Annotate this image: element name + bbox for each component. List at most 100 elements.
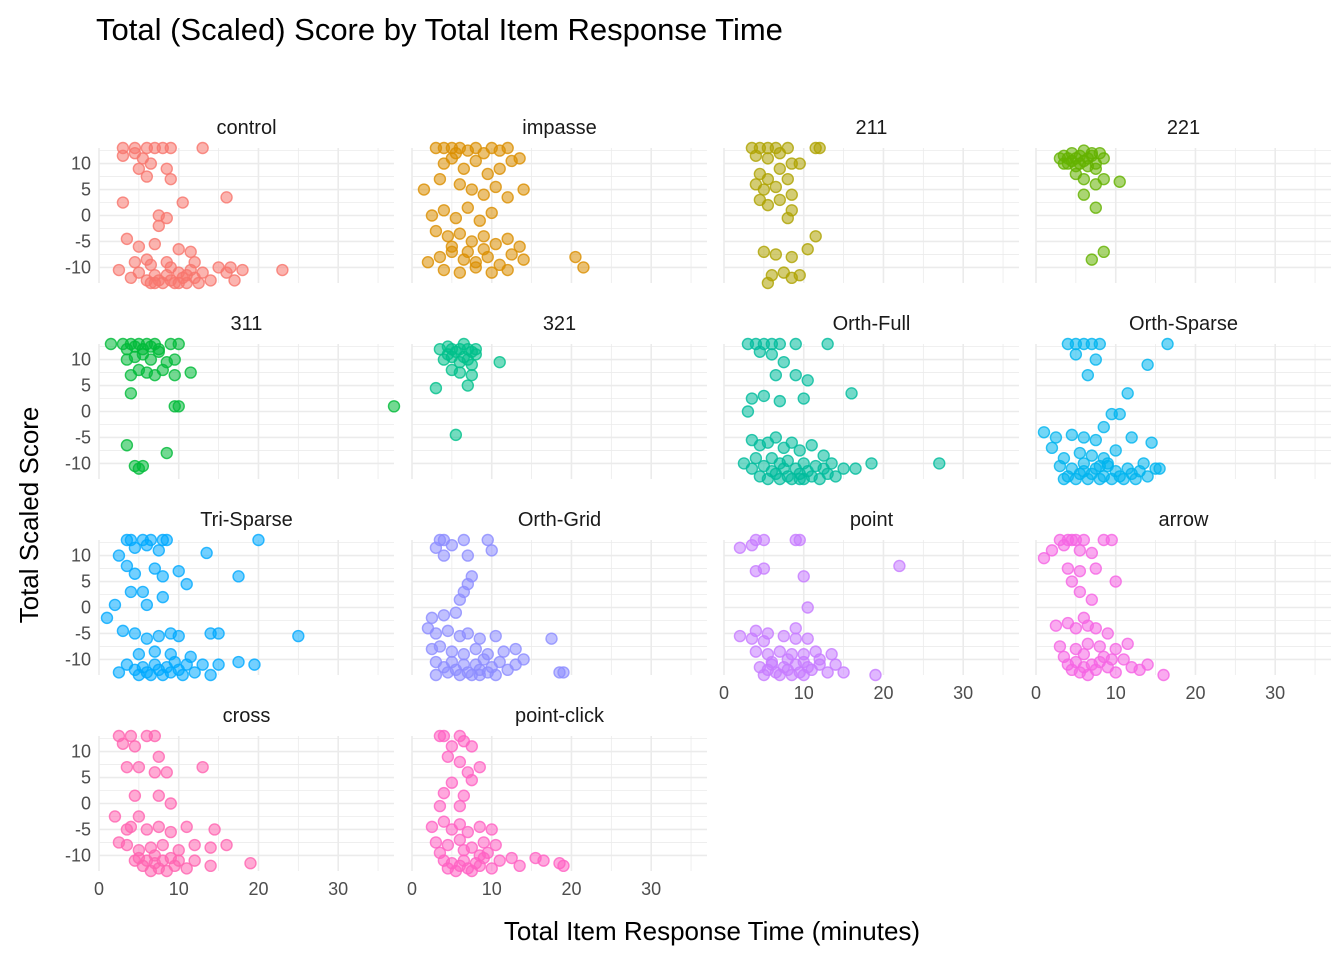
scatter-point — [276, 263, 289, 277]
facet-panel: 311 10 5 0 -5 -10 — [65, 313, 401, 479]
facet-panel: Orth-Sparse — [1035, 313, 1331, 486]
scatter-point — [761, 152, 775, 165]
scatter-point — [481, 533, 494, 547]
scatter-point — [421, 256, 435, 269]
scatter-point — [805, 439, 818, 452]
scatter-point — [489, 668, 502, 682]
scatter-point — [164, 851, 177, 865]
scatter-point — [457, 789, 471, 802]
scatter-point — [156, 590, 169, 604]
scatter-point — [445, 645, 459, 658]
scatter-point — [793, 444, 806, 457]
scatter-point — [1097, 172, 1110, 186]
scatter-point — [164, 825, 177, 839]
scatter-point — [108, 598, 122, 612]
facet-strip-label: 221 — [1167, 117, 1200, 139]
scatter-point — [933, 457, 946, 470]
scatter-point — [176, 668, 189, 682]
scatter-point — [180, 577, 193, 591]
facet-panels: control 10 5 0 -5 -10 impasse 211 221 311 10 5 0 -5 -1… — [65, 117, 1331, 899]
scatter-point — [773, 394, 787, 408]
scatter-point — [461, 245, 475, 259]
scatter-point — [1109, 575, 1122, 588]
scatter-point — [493, 355, 506, 369]
scatter-point — [1049, 619, 1063, 632]
scatter-point — [769, 368, 783, 382]
scatter-point — [465, 773, 478, 787]
scatter-point — [769, 431, 783, 444]
scatter-point — [865, 457, 878, 470]
scatter-point — [505, 154, 518, 168]
scatter-point — [457, 533, 471, 547]
scatter-point — [461, 627, 475, 640]
facet-panel: Orth-Grid — [411, 509, 707, 682]
scatter-point — [160, 446, 173, 460]
scatter-point — [1053, 459, 1067, 473]
scatter-point — [128, 567, 142, 580]
scatter-point — [172, 629, 185, 643]
scatter-point — [116, 737, 130, 750]
scatter-point — [461, 201, 475, 214]
scatter-point — [148, 849, 162, 862]
scatter-point — [757, 562, 771, 575]
facet-strip-label: arrow — [1158, 509, 1209, 531]
scatter-point — [1045, 441, 1059, 455]
scatter-point — [244, 857, 257, 870]
scatter-point — [1073, 544, 1087, 557]
scatter-point — [172, 337, 185, 351]
scatter-point — [292, 629, 305, 643]
scatter-point — [501, 191, 514, 204]
scatter-point — [469, 154, 482, 168]
scatter-point — [433, 172, 447, 186]
scatter-point — [837, 666, 850, 679]
scatter-point — [741, 405, 755, 418]
x-tick-label: 10 — [482, 879, 502, 899]
scatter-point — [132, 462, 146, 475]
y-tick-label: 5 — [81, 180, 91, 200]
scatter-point — [489, 180, 502, 194]
scatter-point — [148, 766, 162, 779]
scatter-point — [453, 366, 467, 379]
scatter-point — [485, 266, 498, 279]
scatter-point — [124, 729, 138, 743]
y-tick-label: 10 — [71, 350, 91, 370]
scatter-point — [461, 379, 475, 392]
scatter-point — [477, 653, 490, 666]
scatter-point — [825, 457, 838, 470]
scatter-point — [485, 206, 498, 220]
scatter-point — [192, 276, 205, 290]
scatter-point — [821, 337, 834, 351]
scatter-point — [849, 462, 862, 475]
scatter-point — [797, 392, 810, 405]
scatter-point — [821, 666, 834, 679]
scatter-point — [749, 645, 763, 658]
scatter-point — [1077, 188, 1091, 201]
y-tick-label: 0 — [81, 402, 91, 422]
scatter-point — [437, 729, 451, 743]
scatter-point — [1085, 253, 1099, 266]
scatter-point — [493, 162, 506, 175]
facet-panel: arrow 0 10 20 30 — [1031, 509, 1331, 703]
scatter-point — [152, 219, 165, 233]
scatter-point — [757, 533, 771, 547]
scatter-point — [1089, 433, 1102, 447]
scatter-point — [176, 196, 189, 209]
scatter-point — [232, 655, 245, 669]
scatter-point — [140, 823, 154, 836]
scatter-point — [505, 248, 518, 261]
scatter-point — [1085, 146, 1099, 160]
scatter-point — [745, 538, 759, 552]
y-tick-label: -5 — [75, 231, 91, 251]
scatter-point — [465, 235, 478, 248]
scatter-point — [473, 760, 486, 774]
scatter-point — [128, 789, 142, 802]
scatter-point — [425, 209, 439, 222]
scatter-point — [132, 648, 146, 661]
scatter-point — [733, 541, 747, 554]
scatter-point — [757, 183, 771, 196]
scatter-point — [212, 658, 225, 671]
scatter-point — [1137, 457, 1150, 470]
y-tick-label: 5 — [81, 376, 91, 396]
scatter-point — [1077, 431, 1091, 444]
scatter-point — [777, 629, 790, 643]
